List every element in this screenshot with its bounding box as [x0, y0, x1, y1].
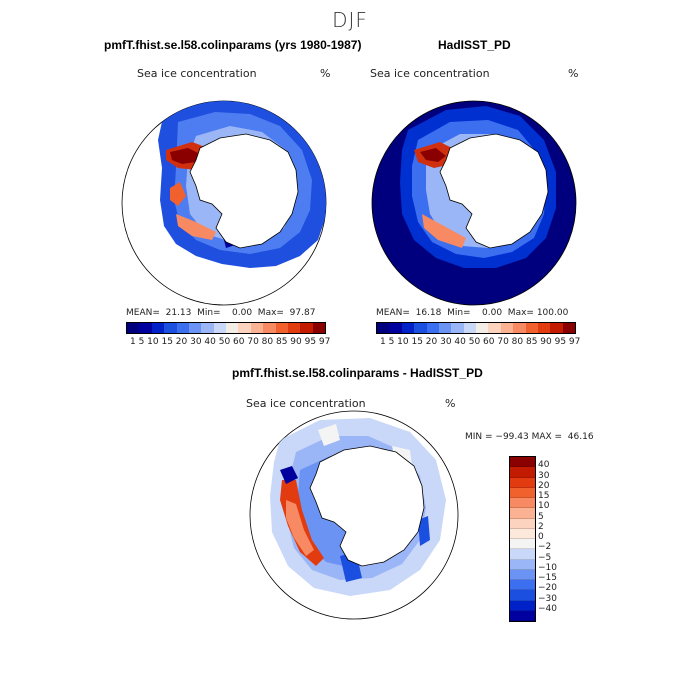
colorbar-swatch: [263, 323, 276, 333]
diff-field-label: Sea ice concentration: [246, 397, 366, 410]
colorbar-tick-label: 40: [538, 460, 550, 471]
colorbar-swatch: [513, 323, 526, 333]
colorbar-swatch: [377, 323, 390, 333]
colorbar-swatch: [463, 323, 476, 333]
colorbar-swatch: [510, 487, 535, 498]
colorbar-swatch: [275, 323, 288, 333]
left-field-label: Sea ice concentration: [137, 67, 257, 80]
colorbar-swatch: [250, 323, 264, 333]
colorbar-swatch: [312, 323, 325, 333]
colorbar-swatch: [525, 323, 538, 333]
diff-stats: MIN = −99.43 MAX = 46.16: [465, 432, 594, 442]
colorbar-tick-label: −40: [538, 603, 557, 614]
colorbar-tick-label: −30: [538, 593, 557, 604]
colorbar-tick-label: −2: [538, 542, 552, 553]
colorbar-tick-label: −15: [538, 573, 557, 583]
colorbar-swatch: [176, 323, 189, 333]
left-unit-label: %: [320, 67, 331, 80]
colorbar-swatch: [510, 580, 535, 591]
colorbar-swatch: [510, 539, 535, 550]
colorbar-tick-label: −5: [538, 552, 552, 563]
colorbar-swatch: [510, 508, 535, 519]
colorbar-swatch: [188, 323, 202, 333]
colorbar-swatch: [139, 323, 152, 333]
figure-title: DJF: [332, 8, 368, 32]
left-panel-title: pmfT.fhist.se.l58.colinparams (yrs 1980-…: [104, 38, 362, 52]
diff-map: [249, 410, 459, 620]
left-stats: MEAN= 21.13 Min= 0.00 Max= 97.87: [126, 308, 316, 318]
left-map: [121, 100, 327, 306]
colorbar-swatch: [476, 323, 489, 333]
colorbar-swatch: [510, 559, 535, 570]
right-colorbar: [376, 322, 576, 334]
colorbar-swatch: [500, 323, 514, 333]
colorbar-swatch: [510, 549, 535, 560]
colorbar-swatch: [127, 323, 140, 333]
diff-colorbar-labels: 40 30 20 15 10 5 2 0 −2 −5 −10 −15 −20 −30 −40: [538, 456, 578, 620]
colorbar-swatch: [550, 323, 563, 333]
colorbar-swatch: [510, 498, 535, 509]
colorbar-swatch: [151, 323, 165, 333]
colorbar-swatch: [451, 323, 464, 333]
colorbar-tick-label: 0: [538, 532, 544, 542]
colorbar-swatch: [414, 323, 427, 333]
right-unit-label: %: [568, 67, 579, 80]
diff-panel-title: pmfT.fhist.se.l58.colinparams - HadISST_…: [232, 366, 483, 380]
colorbar-tick-label: 30: [538, 470, 550, 481]
colorbar-swatch: [510, 590, 535, 601]
diff-antarctica: [309, 445, 425, 567]
colorbar-tick-label: 15: [538, 491, 550, 501]
colorbar-swatch: [238, 323, 251, 333]
colorbar-swatch: [438, 323, 452, 333]
colorbar-swatch: [287, 323, 301, 333]
colorbar-tick-label: 20: [538, 480, 550, 491]
right-colorbar-labels: 1 5 10 15 20 30 40 50 60 70 80 85 90 95 …: [380, 337, 581, 347]
colorbar-swatch: [510, 477, 535, 488]
colorbar-tick-label: −20: [538, 583, 557, 594]
colorbar-tick-label: 5: [538, 511, 544, 522]
colorbar-swatch: [426, 323, 439, 333]
diff-colorbar: [509, 456, 536, 622]
left-colorbar-labels: 1 5 10 15 20 30 40 50 60 70 80 85 90 95 …: [130, 337, 331, 347]
colorbar-swatch: [510, 528, 535, 539]
colorbar-swatch: [488, 323, 501, 333]
colorbar-swatch: [510, 600, 535, 611]
colorbar-swatch: [226, 323, 239, 333]
left-antarctica: [189, 133, 299, 249]
right-antarctica: [439, 133, 549, 249]
colorbar-tick-label: 10: [538, 501, 550, 512]
colorbar-swatch: [213, 323, 226, 333]
colorbar-swatch: [401, 323, 415, 333]
colorbar-swatch: [510, 610, 535, 621]
colorbar-swatch: [201, 323, 214, 333]
colorbar-swatch: [510, 457, 535, 468]
colorbar-swatch: [537, 323, 551, 333]
colorbar-tick-label: 2: [538, 521, 544, 532]
right-field-label: Sea ice concentration: [370, 67, 490, 80]
colorbar-swatch: [510, 569, 535, 580]
colorbar-swatch: [389, 323, 402, 333]
right-map: [371, 100, 577, 306]
colorbar-swatch: [510, 518, 535, 529]
diff-unit-label: %: [445, 397, 456, 410]
left-colorbar: [126, 322, 326, 334]
right-stats: MEAN= 16.18 Min= 0.00 Max= 100.00: [376, 308, 569, 318]
colorbar-swatch: [164, 323, 177, 333]
colorbar-swatch: [562, 323, 575, 333]
colorbar-swatch: [300, 323, 313, 333]
colorbar-tick-label: −10: [538, 562, 557, 573]
colorbar-swatch: [510, 467, 535, 478]
right-panel-title: HadISST_PD: [438, 38, 511, 52]
